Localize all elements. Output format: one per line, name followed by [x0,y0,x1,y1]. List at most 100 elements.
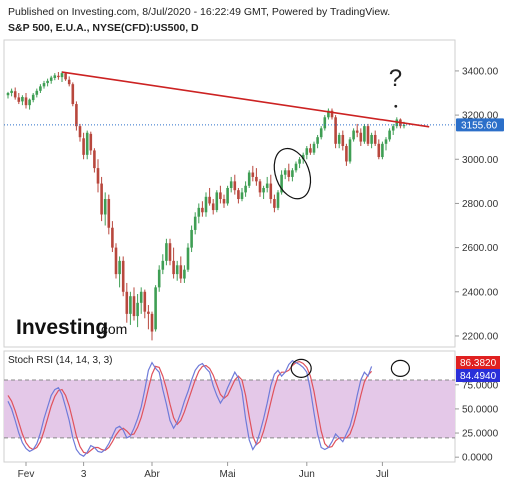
candle-body [305,148,309,155]
candle-body [103,199,107,215]
candle-body [175,265,179,275]
candle-body [93,150,96,169]
candle-body [377,143,381,158]
last-price-badge: 3155.60 [456,118,504,132]
time-tick-label: Abr [144,469,160,480]
candle-body [21,96,24,102]
candle-body [388,130,391,140]
time-tick-label: Mai [220,469,236,480]
price-panel: 3400.00 3200.00 3000.00 2800.00 2600.00 2400.… [3,39,504,348]
candle-body [316,137,319,144]
candle-body [89,133,93,151]
candle-body [100,183,103,215]
candle-body [301,154,305,160]
candle-body [201,207,204,213]
stoch-axis: 75.0000 50.0000 25.0000 0.0000 [455,380,499,464]
price-panel-frame [3,39,456,348]
candle-body [341,134,345,147]
candle-body [247,172,251,186]
candle-body [366,126,370,144]
candle-body [121,260,125,292]
candle-body [262,187,265,193]
circled-stoch-peak-1 [290,358,312,378]
candle-body [157,269,161,288]
stoch-title: Stoch RSI (14, 14, 3, 3) [8,355,113,366]
candle-body [395,119,399,127]
circled-consolidation [273,147,312,200]
candle-body [208,196,211,204]
candle-body [161,260,165,270]
candle-body [309,148,312,153]
candle-body [143,291,147,312]
candle-body [6,93,10,96]
candle-body [42,83,46,87]
candle-body [298,159,301,164]
candle-body [67,79,71,85]
candle-body [276,192,280,208]
stoch-rsi-panel: Stoch RSI (14, 14, 3, 3) 75.0000 50.0000 2… [3,350,500,464]
candle-body [197,207,201,217]
candle-body [71,84,75,105]
circled-stoch-peak-2 [390,359,410,377]
candle-body [13,91,17,98]
logo-main: Investing [16,316,108,339]
candle-body [10,90,13,94]
candle-body [136,302,139,317]
candle-body [75,104,78,127]
price-tick-label: 2600.00 [462,243,499,254]
candle-body [222,199,226,204]
candle-body [373,134,377,144]
candle-body [345,146,348,162]
candle-body [319,128,323,138]
candle-body [370,134,373,144]
candle-body [330,110,334,118]
candle-body [85,132,89,155]
candle-body [355,130,359,133]
candle-body [287,170,291,177]
candle-body [334,117,337,144]
candle-body [402,125,406,127]
investing-logo: Investing .com [16,316,127,339]
candle-body [49,77,53,81]
candle-body [57,75,60,78]
candle-body [229,181,233,188]
time-axis: Fev 3 Abr Mai Jun Jul [18,462,389,480]
candle-body [78,126,82,138]
candle-body [237,190,240,200]
candle-body [111,227,114,248]
candle-body [64,73,67,80]
price-axis: 3400.00 3200.00 3000.00 2800.00 2600.00 2400.… [455,66,499,342]
candle-body [150,313,154,332]
candle-body [125,291,129,314]
stoch-d-badge-bg [456,356,500,369]
candle-body [154,287,157,330]
chart-title: S&P 500, E.U.A., NYSE(CFD):US500, D [8,22,199,34]
candle-body [391,126,395,131]
price-tick-label: 3400.00 [462,66,499,77]
last-price-badge-bg [456,118,504,132]
stoch-k-value: 84.4940 [460,371,497,382]
stoch-tick-label: 0.0000 [462,453,493,464]
candle-body [118,260,121,275]
stoch-band-fill [4,379,455,438]
candle-body [96,168,100,184]
candle-body [60,73,64,78]
logo-suffix: .com [97,321,127,337]
candle-body [273,199,276,208]
candle-body [190,229,193,248]
candle-body [280,174,283,193]
candle-body [215,192,219,211]
candle-body [39,86,42,91]
candle-body [147,311,150,314]
stoch-k-badge: 84.4940 [456,369,500,382]
stoch-tick-label: 25.0000 [462,429,499,440]
candle-body [251,172,255,177]
candle-body [24,97,28,106]
stoch-d-badge: 86.3820 [456,356,500,369]
time-tick-label: 3 [81,469,87,480]
price-tick-label: 2200.00 [462,331,499,342]
candle-body [240,192,244,200]
candle-body [258,181,262,193]
candle-body [323,117,327,129]
candle-body [327,110,330,118]
